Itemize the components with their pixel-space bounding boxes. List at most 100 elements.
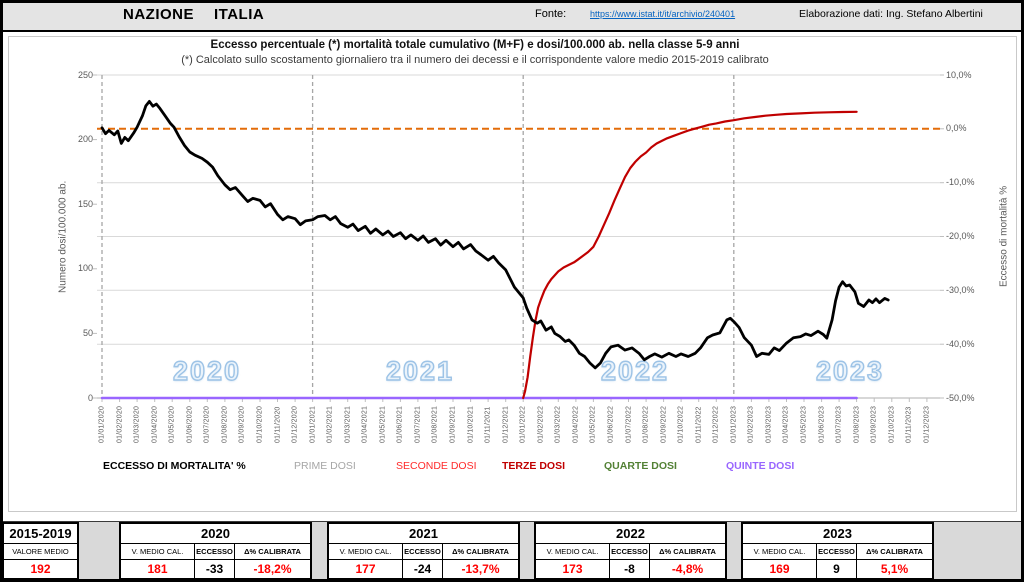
nation-label: NAZIONE <box>123 6 194 23</box>
x-tick-label: 01/06/2021 <box>396 405 404 444</box>
header-eccesso: ECCESSO <box>195 544 235 559</box>
source-link[interactable]: https://www.istat.it/it/archivio/240401 <box>590 9 736 19</box>
x-tick-label: 01/12/2020 <box>291 405 299 444</box>
x-tick-label: 01/01/2020 <box>98 405 106 444</box>
x-tick-label: 01/07/2021 <box>414 405 422 444</box>
left-axis-title: Numero dosi/100.000 ab. <box>57 180 69 293</box>
x-tick-label: 01/07/2023 <box>835 405 843 444</box>
x-tick-label: 01/03/2021 <box>344 405 352 444</box>
summary-table: 2015-2019 VALORE MEDIO 192 2020 V. MEDIO CAL… <box>0 521 1024 580</box>
legend-item-quinte-dosi: QUINTE DOSI <box>726 460 795 472</box>
x-tick-label: 01/11/2022 <box>695 406 703 443</box>
x-tick-label: 01/05/2022 <box>589 405 597 444</box>
x-tick-label: 01/01/2022 <box>519 405 527 444</box>
series-eccesso-di-mortalita <box>100 99 890 370</box>
x-tick-label: 01/05/2020 <box>168 405 176 444</box>
legend-item-eccesso-di-mortalita: ECCESSO DI MORTALITA' % <box>103 460 246 472</box>
table-block-baseline: 2015-2019 VALORE MEDIO 192 <box>2 522 79 580</box>
x-tick-label: 01/02/2021 <box>326 405 334 444</box>
left-tick-label: 50 <box>82 327 93 338</box>
x-tick-label: 01/02/2023 <box>747 405 755 444</box>
x-tick-label: 01/07/2020 <box>203 405 211 444</box>
x-tick-label: 01/03/2022 <box>554 405 562 444</box>
right-tick-label: -40,0% <box>946 338 975 349</box>
x-tick-label: 01/03/2023 <box>765 405 773 444</box>
table-block-2023: 2023 V. MEDIO CAL. ECCESSO Δ% CALIBRATA 169 9… <box>741 522 934 580</box>
year-header-2023: 2023 <box>823 526 852 541</box>
x-tick-label: 01/10/2023 <box>888 405 896 444</box>
x-tick-label: 01/08/2021 <box>431 405 439 444</box>
baseline-value: 192 <box>30 562 51 576</box>
header-delta: Δ% CALIBRATA <box>244 547 301 556</box>
source-label: Fonte: <box>535 8 567 20</box>
year-header-2020: 2020 <box>201 526 230 541</box>
baseline-label: VALORE MEDIO <box>12 547 69 556</box>
x-tick-label: 01/05/2021 <box>379 405 387 444</box>
x-tick-label: 01/06/2023 <box>818 405 826 444</box>
right-tick-label: -50,0% <box>946 392 975 403</box>
x-tick-label: 01/04/2021 <box>361 405 369 444</box>
header-bar: NAZIONE ITALIA Fonte: https://www.istat.… <box>0 0 1024 32</box>
year-header-2021: 2021 <box>409 526 438 541</box>
x-tick-label: 01/11/2020 <box>274 406 281 443</box>
chart-card-border <box>8 36 1017 512</box>
legend-item-prime-dosi: PRIME DOSI <box>294 460 356 472</box>
value-delta-2021: -13,7% <box>461 562 500 576</box>
right-tick-label: -30,0% <box>946 284 975 295</box>
x-tick-label: 01/10/2020 <box>256 405 264 444</box>
x-tick-label: 01/02/2022 <box>537 405 545 444</box>
value-eccesso-2020: -33 <box>195 560 235 578</box>
value-v-medio-2021: 177 <box>329 560 403 578</box>
right-tick-label: -10,0% <box>946 177 975 188</box>
left-tick-label: 250 <box>77 69 93 80</box>
x-tick-label: 01/04/2020 <box>151 405 159 444</box>
left-tick-label: 150 <box>77 198 93 209</box>
year-watermark-2022: 2022 <box>600 355 670 386</box>
right-tick-label: 0,0% <box>946 123 967 134</box>
value-v-medio-2022: 173 <box>536 560 610 578</box>
x-tick-label: 01/01/2023 <box>730 405 738 444</box>
x-tick-label: 01/05/2023 <box>800 405 808 444</box>
header-eccesso: ECCESSO <box>610 544 650 559</box>
year-header-2022: 2022 <box>616 526 645 541</box>
x-tick-label: 01/04/2022 <box>572 405 580 444</box>
value-eccesso-2021: -24 <box>403 560 443 578</box>
x-tick-label: 01/09/2020 <box>238 405 246 444</box>
year-watermark-2023: 2023 <box>815 355 885 386</box>
x-tick-label: 01/06/2020 <box>186 405 194 444</box>
x-tick-label: 01/11/2021 <box>484 406 492 443</box>
x-tick-label: 01/11/2023 <box>905 406 913 443</box>
chart-subtitle: (*) Calcolato sullo scostamento giornali… <box>181 54 769 66</box>
x-tick-label: 01/08/2022 <box>642 405 650 444</box>
x-tick-label: 01/09/2021 <box>449 405 457 444</box>
x-tick-label: 01/04/2023 <box>782 405 790 444</box>
x-tick-label: 01/08/2020 <box>221 405 229 444</box>
year-watermark-2021: 2021 <box>385 355 455 386</box>
value-v-medio-2023: 169 <box>743 560 817 578</box>
table-block-2020: 2020 V. MEDIO CAL. ECCESSO Δ% CALIBRATA 181-… <box>119 522 312 580</box>
right-tick-label: -20,0% <box>946 231 975 241</box>
x-tick-label: 01/09/2022 <box>660 405 668 444</box>
left-tick-label: 100 <box>77 263 93 274</box>
header-v-medio: V. MEDIO CAL. <box>536 544 610 559</box>
x-tick-label: 01/06/2022 <box>607 405 615 444</box>
elaboration-credit: Elaborazione dati: Ing. Stefano Albertin… <box>799 8 983 20</box>
header-delta: Δ% CALIBRATA <box>866 547 923 556</box>
country-name: ITALIA <box>214 6 265 23</box>
right-axis-title: Eccesso di mortalità % <box>998 185 1010 288</box>
header-v-medio: V. MEDIO CAL. <box>121 544 195 559</box>
left-tick-label: 200 <box>77 134 93 145</box>
header-v-medio: V. MEDIO CAL. <box>743 544 817 559</box>
header-eccesso: ECCESSO <box>817 544 857 559</box>
table-block-2021: 2021 V. MEDIO CAL. ECCESSO Δ% CALIBRATA 177-… <box>327 522 520 580</box>
x-tick-label: 01/12/2022 <box>712 405 720 444</box>
nation-title: NAZIONE ITALIA <box>123 6 264 23</box>
left-tick-label: 0 <box>87 392 93 403</box>
baseline-period: 2015-2019 <box>9 526 72 541</box>
value-delta-2022: -4,8% <box>671 562 704 576</box>
x-tick-label: 01/10/2021 <box>467 405 475 444</box>
value-delta-2023: 5,1% <box>880 562 909 576</box>
header-delta: Δ% CALIBRATA <box>452 547 509 556</box>
x-tick-label: 01/03/2020 <box>133 405 141 444</box>
